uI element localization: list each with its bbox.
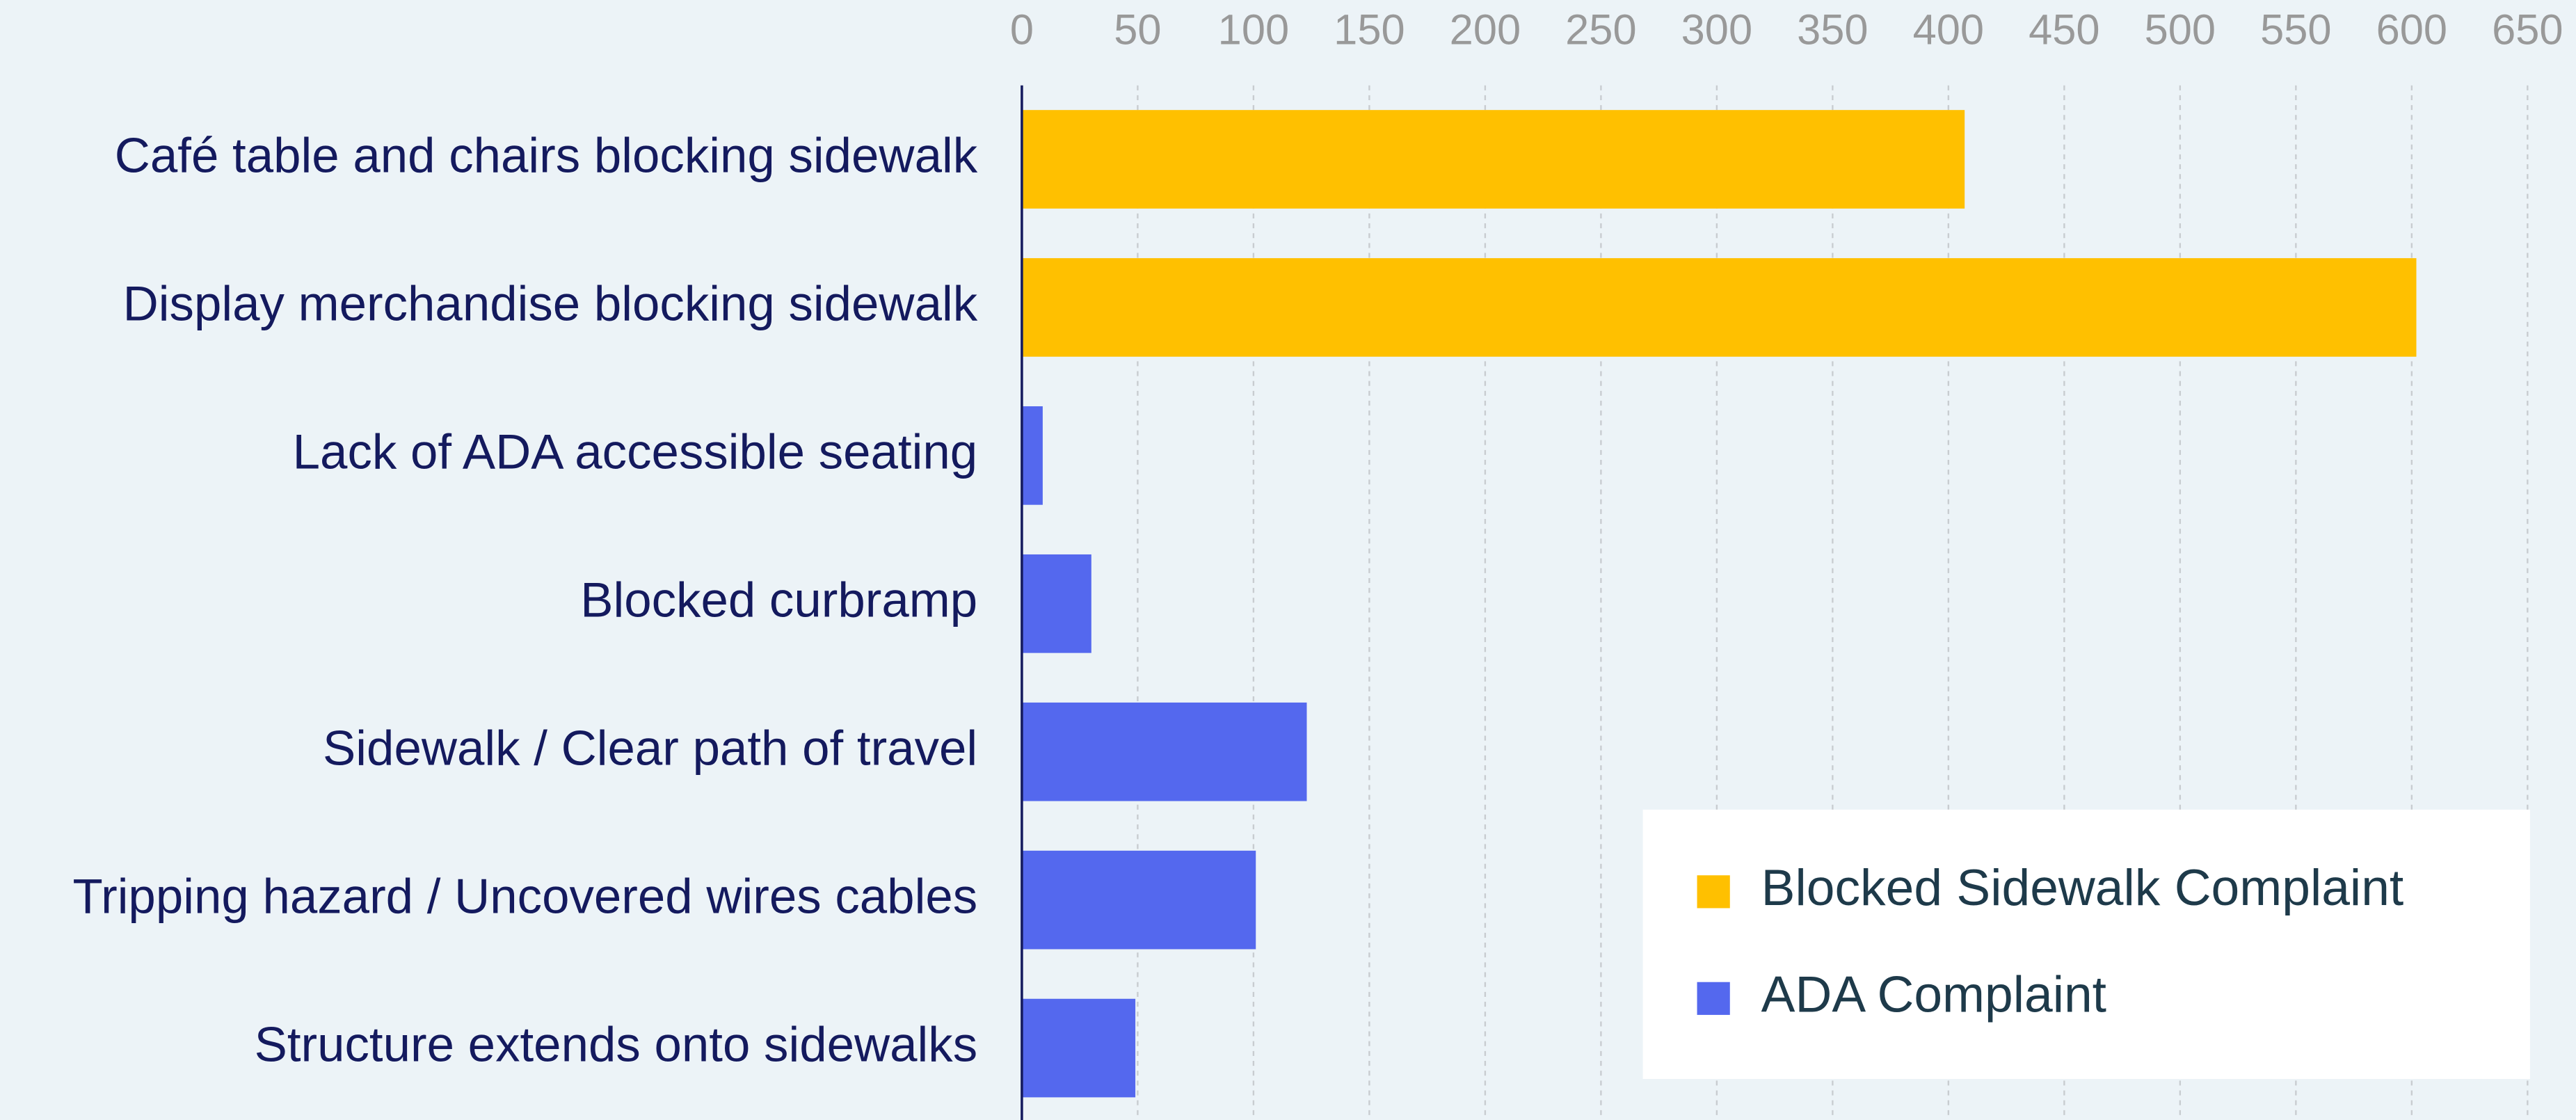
bar: [1021, 258, 2417, 357]
bar: [1021, 110, 1965, 209]
bar: [1021, 998, 1136, 1098]
y-tick-label: Café table and chairs blocking sidewalk: [115, 129, 978, 184]
legend-label: Blocked Sidewalk Complaint: [1761, 859, 2404, 916]
x-tick-label: 350: [1797, 6, 1868, 54]
x-tick-label: 500: [2145, 6, 2216, 54]
legend-swatch: [1697, 982, 1730, 1015]
y-tick-label: Tripping hazard / Uncovered wires cables: [72, 869, 977, 924]
y-tick-label: Sidewalk / Clear path of travel: [323, 721, 977, 776]
x-tick-label: 650: [2492, 6, 2563, 54]
x-tick-label: 600: [2376, 6, 2447, 54]
x-tick-label: 150: [1334, 6, 1405, 54]
y-tick-label: Structure extends onto sidewalks: [255, 1017, 978, 1072]
x-tick-label: 100: [1218, 6, 1289, 54]
y-tick-label: Display merchandise blocking sidewalk: [123, 277, 978, 332]
bar: [1021, 406, 1043, 505]
bar: [1021, 850, 1256, 950]
x-tick-label: 200: [1450, 6, 1521, 54]
x-tick-label: 300: [1681, 6, 1752, 54]
x-tick-label: 50: [1114, 6, 1161, 54]
bar: [1021, 702, 1307, 801]
x-tick-label: 450: [2029, 6, 2099, 54]
x-tick-label: 550: [2260, 6, 2331, 54]
x-tick-label: 250: [1565, 6, 1636, 54]
legend-swatch: [1697, 875, 1730, 909]
legend-label: ADA Complaint: [1761, 966, 2106, 1023]
x-tick-label: 400: [1913, 6, 1984, 54]
y-tick-label: Lack of ADA accessible seating: [293, 425, 977, 480]
legend-box: [1642, 809, 2530, 1079]
bar: [1021, 554, 1091, 653]
y-tick-label: Blocked curbramp: [580, 573, 977, 628]
x-tick-label: 0: [1010, 6, 1034, 54]
